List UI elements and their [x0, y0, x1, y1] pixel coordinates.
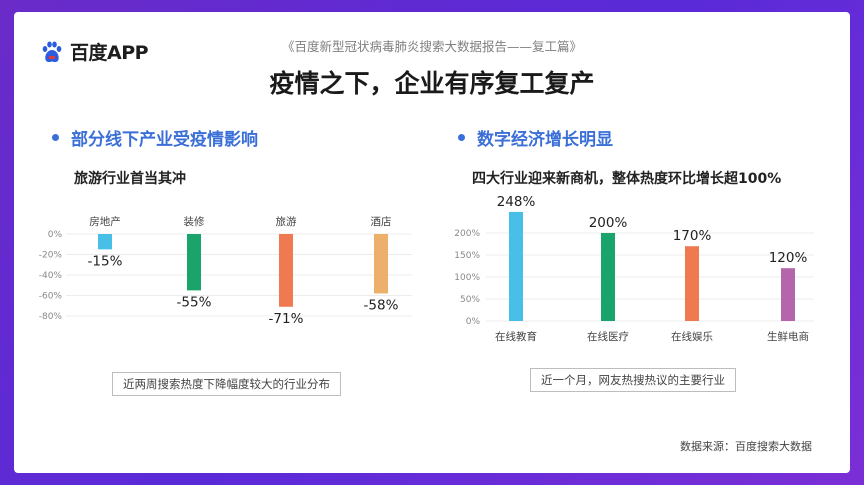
category-label: 在线医疗 [587, 330, 629, 343]
bar [374, 234, 388, 294]
value-label: -15% [88, 253, 123, 269]
value-label: -71% [269, 311, 304, 327]
bar [509, 211, 523, 321]
bar [601, 233, 615, 321]
category-label: 酒店 [371, 215, 392, 228]
category-label: 在线娱乐 [671, 330, 713, 343]
value-label: 170% [673, 228, 712, 244]
left-bar-chart: 0% -20% -40% -60% -80% 房地产 -15% 装修 -55% 旅游 -71% 酒店 -… [39, 215, 412, 327]
value-label: -58% [364, 297, 399, 313]
right-section-heading: 数字经济增长明显 [458, 125, 613, 150]
category-label: 房地产 [89, 215, 121, 228]
report-subtitle: 《百度新型冠状病毒肺炎搜索大数据报告——复工篇》 [281, 39, 582, 54]
value-label: -55% [177, 294, 212, 310]
brand-name: 百度APP [70, 42, 149, 64]
bullet-dot-icon [458, 134, 465, 141]
left-subheading: 旅游行业首当其冲 [74, 171, 186, 187]
bullet-dot-icon [52, 134, 59, 141]
left-chart-caption: 近两周搜索热度下降幅度较大的行业分布 [112, 372, 341, 396]
y-tick-label: 0% [466, 317, 481, 327]
y-tick-label: 50% [460, 295, 480, 305]
value-label: 248% [497, 194, 536, 210]
page-title: 疫情之下，企业有序复工复产 [269, 69, 595, 98]
baidu-logo: 百度APP [40, 38, 149, 65]
y-tick-label: -80% [39, 312, 63, 322]
category-label: 在线教育 [495, 330, 537, 343]
y-tick-label: 200% [454, 229, 480, 239]
bar [685, 246, 699, 321]
right-chart-caption: 近一个月，网友热搜热议的主要行业 [530, 368, 736, 392]
y-tick-label: 150% [454, 251, 480, 261]
bar [187, 234, 201, 291]
y-tick-label: -60% [39, 292, 63, 302]
report-card: 百度APP 《百度新型冠状病毒肺炎搜索大数据报告——复工篇》 疫情之下，企业有序… [14, 12, 850, 473]
left-heading-text: 部分线下产业受疫情影响 [71, 130, 258, 150]
right-subheading: 四大行业迎来新商机，整体热度环比增长超100% [472, 171, 782, 187]
category-label: 生鲜电商 [767, 330, 809, 343]
category-label: 装修 [184, 215, 205, 228]
y-tick-label: -40% [39, 271, 63, 281]
y-tick-label: -20% [39, 251, 63, 261]
baidu-paw-icon [42, 41, 62, 62]
y-tick-label: 0% [48, 230, 63, 240]
bar [98, 234, 112, 250]
right-heading-text: 数字经济增长明显 [477, 130, 613, 150]
bar [279, 234, 293, 307]
value-label: 200% [589, 215, 628, 231]
y-tick-label: 100% [454, 273, 480, 283]
left-section-heading: 部分线下产业受疫情影响 [52, 125, 258, 150]
right-bar-chart: 0% 50% 100% 150% 200% 248% 在线教育 200% 在线医疗 170% 在线娱… [454, 194, 814, 343]
bar [781, 268, 795, 321]
category-label: 旅游 [276, 215, 297, 228]
data-source: 数据来源：百度搜索大数据 [680, 440, 812, 453]
value-label: 120% [769, 250, 808, 266]
